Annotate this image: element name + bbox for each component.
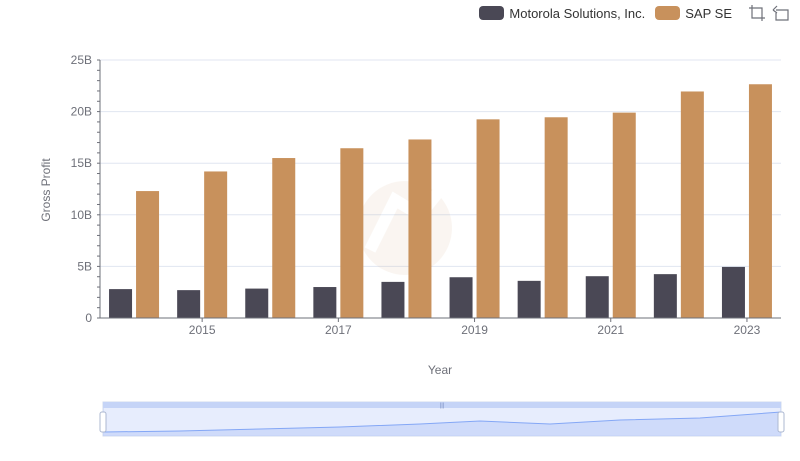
zoom-icon[interactable] (748, 4, 766, 22)
legend-label-sap: SAP SE (685, 5, 732, 21)
bar-sap-2018[interactable] (408, 139, 432, 318)
watermark-logo (358, 181, 452, 275)
x-tick-label: 2023 (734, 323, 761, 337)
x-tick-label: 2015 (189, 323, 216, 337)
slider-handle-left[interactable] (99, 411, 107, 433)
legend-item-motorola[interactable]: Motorola Solutions, Inc. (479, 6, 645, 21)
bar-motorola-2016[interactable] (245, 288, 269, 318)
bar-sap-2020[interactable] (544, 117, 568, 318)
x-tick-label: 2017 (325, 323, 352, 337)
slider-grip-icon[interactable]: ||| (440, 403, 445, 409)
slider-top-bar[interactable] (103, 402, 781, 408)
y-tick-label: 10B (71, 208, 92, 222)
legend-item-sap[interactable]: SAP SE (655, 6, 732, 21)
y-tick-label: 25B (71, 53, 92, 67)
y-tick-label: 20B (71, 105, 92, 119)
bar-sap-2017[interactable] (340, 148, 364, 318)
bar-motorola-2020[interactable] (517, 280, 541, 318)
slider-handle-right[interactable] (777, 411, 785, 433)
bar-sap-2014[interactable] (136, 191, 160, 318)
bar-sap-2016[interactable] (272, 158, 296, 318)
axes: 0 5B 10B 15B 20B 25B 2015 2017 2019 2021 2023 (71, 53, 781, 337)
x-tick-label: 2021 (597, 323, 624, 337)
bar-sap-2015[interactable] (204, 171, 228, 318)
bar-motorola-2023[interactable] (721, 266, 745, 318)
bar-motorola-2014[interactable] (109, 289, 133, 318)
bar-sap-2019[interactable] (476, 119, 500, 318)
bar-sap-2022[interactable] (680, 91, 704, 318)
x-tick-label: 2019 (461, 323, 488, 337)
bar-motorola-2018[interactable] (381, 281, 405, 318)
slider-preview-area (103, 412, 781, 436)
bar-motorola-2022[interactable] (653, 274, 677, 318)
legend-swatch-motorola (479, 6, 505, 20)
bar-motorola-2019[interactable] (449, 277, 473, 318)
y-tick-label: 5B (77, 259, 92, 273)
bars (109, 84, 772, 318)
restore-icon[interactable] (772, 4, 790, 22)
legend-label-motorola: Motorola Solutions, Inc. (509, 5, 646, 21)
bar-motorola-2015[interactable] (177, 290, 201, 318)
y-tick-label: 0 (85, 311, 92, 325)
slider-preview-line (102, 411, 782, 433)
legend: Motorola Solutions, Inc. SAP SE (479, 4, 790, 22)
y-axis-title: Gross Profit (39, 158, 53, 222)
bar-motorola-2021[interactable] (585, 276, 609, 318)
bar-sap-2023[interactable] (748, 84, 772, 318)
y-tick-label: 15B (71, 156, 92, 170)
bar-sap-2021[interactable] (612, 112, 636, 318)
x-axis-title: Year (428, 363, 452, 377)
legend-swatch-sap (655, 6, 681, 20)
bar-motorola-2017[interactable] (313, 287, 337, 318)
data-zoom-slider[interactable]: ||| (99, 401, 785, 437)
